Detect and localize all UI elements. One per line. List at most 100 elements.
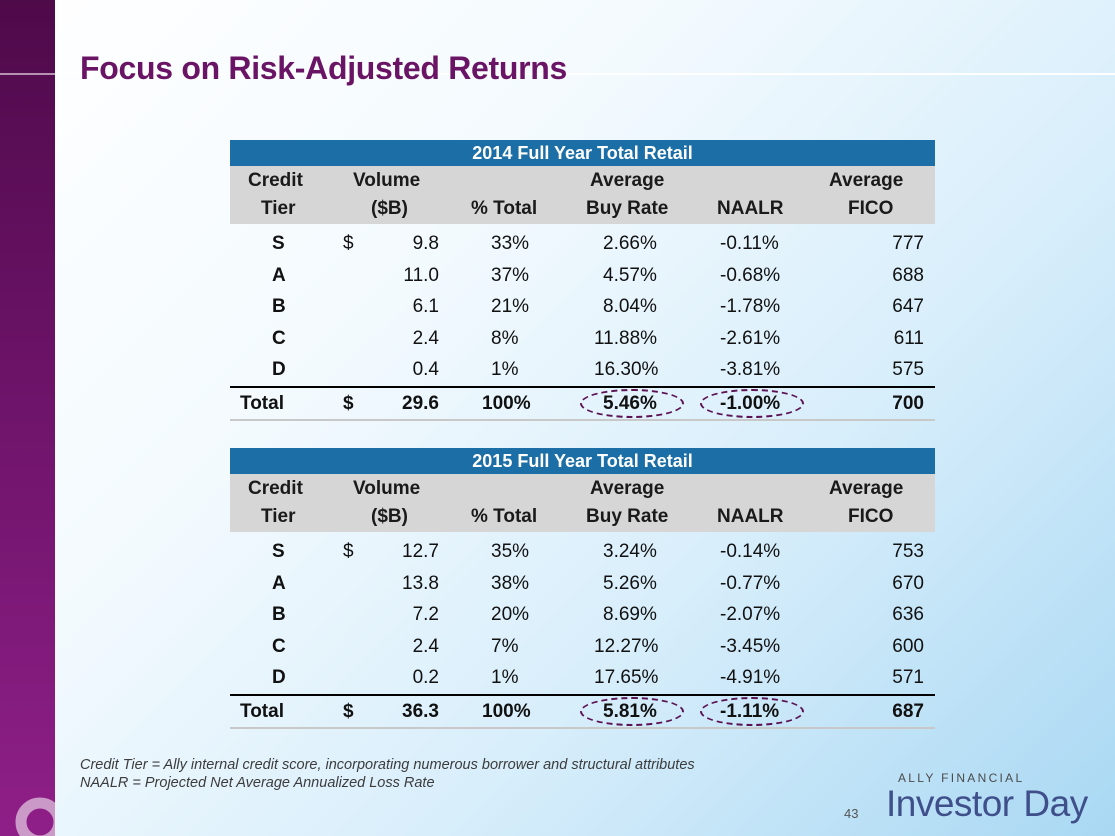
cell-volume: 0.2 — [412, 667, 439, 688]
cell-naalr: -1.78% — [720, 296, 781, 317]
cell-volume: 6.1 — [412, 296, 439, 317]
cell-pct: 1% — [491, 667, 519, 688]
table-row: S $ 12.7 35% 3.24% -0.14% 753 — [230, 536, 935, 568]
table-row: D 0.2 1% 17.65% -4.91% 571 — [230, 662, 935, 694]
ally-logo-icon — [0, 784, 55, 836]
table-title: 2015 Full Year Total Retail — [230, 448, 935, 474]
page-title: Focus on Risk-Adjusted Returns — [80, 50, 568, 86]
cell-naalr: -1.00% — [720, 392, 781, 414]
cell-currency: $ — [343, 700, 354, 722]
header-buy-rate-2: Buy Rate — [586, 198, 669, 219]
header-volume-1: Volume — [353, 478, 421, 499]
sidebar-stripe — [0, 0, 55, 836]
cell-naalr: -0.11% — [720, 233, 779, 254]
header-fico-2: FICO — [848, 198, 894, 219]
retail-table-2015: 2015 Full Year Total Retail Credit Tier … — [230, 448, 935, 729]
cell-tier: S — [272, 541, 285, 562]
cell-fico: 647 — [892, 296, 924, 317]
table-row: A 13.8 38% 5.26% -0.77% 670 — [230, 568, 935, 600]
cell-naalr: -2.07% — [720, 604, 781, 625]
page-number: 43 — [844, 806, 859, 821]
brand-investor-day: Investor Day — [886, 783, 1088, 824]
cell-fico: 600 — [892, 635, 924, 657]
footnote-credit-tier: Credit Tier = Ally internal credit score… — [80, 757, 695, 773]
cell-tier: A — [272, 572, 286, 594]
total-row: Total $ 36.3 100% 5.81% -1.11% 687 — [230, 693, 935, 728]
retail-table-2014: 2014 Full Year Total Retail Credit Tier … — [230, 140, 935, 421]
header-volume-1: Volume — [353, 170, 421, 191]
table-row: D 0.4 1% 16.30% -3.81% 575 — [230, 354, 935, 386]
cell-volume: 11.0 — [403, 264, 439, 286]
cell-buy-rate: 16.30% — [594, 359, 659, 380]
cell-buy-rate: 2.66% — [603, 233, 657, 254]
header-tier-2: Tier — [261, 506, 296, 527]
table-header: Credit Tier Volume ($B) % Total Average … — [230, 474, 935, 532]
cell-volume: 0.4 — [412, 359, 439, 380]
cell-tier: C — [272, 635, 286, 657]
table-row: C 2.4 8% 11.88% -2.61% 611 — [230, 323, 935, 355]
table-bottom-rule — [230, 727, 935, 729]
header-buy-rate-1: Average — [590, 170, 665, 191]
cell-naalr: -3.81% — [720, 359, 781, 380]
cell-buy-rate: 5.26% — [603, 572, 657, 594]
cell-volume: 29.6 — [402, 392, 439, 414]
cell-pct: 38% — [491, 572, 530, 594]
cell-buy-rate: 11.88% — [594, 327, 658, 349]
header-volume-2: ($B) — [371, 198, 408, 219]
header-volume-2: ($B) — [371, 506, 408, 527]
cell-total-label: Total — [240, 392, 284, 414]
total-row: Total $ 29.6 100% 5.46% -1.00% 700 — [230, 385, 935, 420]
cell-naalr: -2.61% — [720, 327, 781, 349]
cell-fico: 753 — [892, 541, 924, 562]
header-fico-1: Average — [829, 478, 904, 499]
cell-volume: 36.3 — [402, 700, 439, 722]
footnote-naalr: NAALR = Projected Net Average Annualized… — [80, 775, 435, 791]
header-tier-1: Credit — [248, 170, 303, 191]
cell-pct: 35% — [491, 541, 530, 562]
cell-naalr: -4.91% — [720, 667, 781, 688]
cell-buy-rate: 3.24% — [603, 541, 657, 562]
cell-currency: $ — [343, 541, 354, 562]
header-fico-2: FICO — [848, 506, 894, 527]
sidebar-tick — [0, 73, 55, 75]
cell-naalr: -3.45% — [720, 635, 781, 657]
brand-ally-financial: ALLY FINANCIAL — [898, 771, 1025, 785]
cell-volume: 12.7 — [402, 541, 439, 562]
cell-tier: D — [272, 359, 286, 380]
cell-fico: 687 — [892, 700, 924, 722]
cell-tier: B — [272, 604, 286, 625]
cell-pct: 100% — [482, 392, 531, 414]
cell-volume: 7.2 — [412, 604, 439, 625]
cell-fico: 700 — [892, 392, 924, 414]
cell-buy-rate: 12.27% — [594, 635, 659, 657]
cell-fico: 670 — [892, 572, 924, 594]
cell-naalr: -1.11% — [720, 700, 780, 722]
cell-pct: 21% — [491, 296, 530, 317]
cell-buy-rate: 5.46% — [603, 392, 657, 414]
cell-tier: S — [272, 233, 285, 254]
table-row: B 7.2 20% 8.69% -2.07% 636 — [230, 599, 935, 631]
cell-pct: 33% — [491, 233, 530, 254]
header-pct-total: % Total — [471, 198, 538, 219]
cell-fico: 571 — [892, 667, 924, 688]
cell-tier: B — [272, 296, 286, 317]
table-header: Credit Tier Volume ($B) % Total Average … — [230, 166, 935, 224]
cell-currency: $ — [343, 233, 354, 254]
header-buy-rate-2: Buy Rate — [586, 506, 669, 527]
cell-tier: D — [272, 667, 286, 688]
cell-pct: 8% — [491, 327, 519, 349]
cell-volume: 2.4 — [412, 635, 439, 657]
header-fico-1: Average — [829, 170, 904, 191]
cell-pct: 100% — [482, 700, 531, 722]
cell-buy-rate: 8.69% — [603, 604, 657, 625]
header-buy-rate-1: Average — [590, 478, 665, 499]
cell-pct: 7% — [491, 635, 519, 657]
cell-fico: 575 — [892, 359, 924, 380]
cell-buy-rate: 5.81% — [603, 700, 657, 722]
header-naalr: NAALR — [717, 506, 784, 527]
header-naalr: NAALR — [717, 198, 784, 219]
header-tier-2: Tier — [261, 198, 296, 219]
table-row: C 2.4 7% 12.27% -3.45% 600 — [230, 631, 935, 663]
header-pct-total: % Total — [471, 506, 538, 527]
title-rule — [55, 73, 1115, 75]
